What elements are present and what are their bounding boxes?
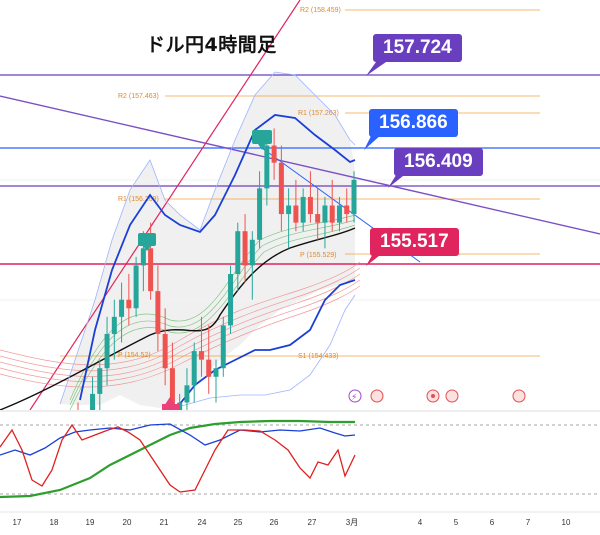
candle-body [235, 231, 241, 275]
candle-body [322, 205, 328, 223]
event-icons: ⚡ [348, 389, 526, 403]
candle-body [336, 205, 342, 223]
x-tick-label: 7 [526, 518, 531, 527]
x-tick-label: 20 [123, 518, 132, 527]
x-tick-label: 18 [50, 518, 59, 527]
x-tick-label: 17 [13, 518, 22, 527]
x-tick-label: 26 [270, 518, 279, 527]
x-tick-label: 19 [86, 518, 95, 527]
candle-body [278, 162, 284, 215]
pivot-r1-label: R1 (156.269) [118, 196, 159, 203]
candle-body [300, 196, 306, 223]
candle-body [126, 299, 132, 309]
x-tick-label: 21 [160, 518, 169, 527]
pivot-r2-label: R2 (157.463) [118, 93, 159, 100]
candle-body [293, 205, 299, 223]
x-tick-label: 6 [490, 518, 495, 527]
chart-title: ドル円4時間足 [146, 34, 277, 56]
price-tag-156866: 156.866 [369, 109, 458, 137]
price-tag-156409: 156.409 [394, 148, 483, 176]
candle-body [228, 274, 234, 326]
candle-body [111, 316, 117, 334]
bollinger-upper-inner [79, 114, 356, 401]
candlestick-series [77, 128, 357, 446]
candle-body [344, 205, 350, 215]
ascending-trendline [29, 0, 301, 410]
candle-body [148, 248, 154, 292]
x-tick-label: 4 [418, 518, 423, 527]
candle-body [264, 145, 270, 189]
candle-body [351, 179, 357, 215]
svg-text:⚡: ⚡ [351, 393, 357, 403]
x-tick-label: 27 [308, 518, 317, 527]
price-tag-155517: 155.517 [370, 228, 459, 256]
candle-body [83, 420, 88, 446]
high-marker [138, 233, 156, 251]
candle-body [271, 145, 277, 163]
candle-body [257, 188, 263, 240]
x-tick-label: 10 [562, 518, 571, 527]
candle-body [119, 299, 125, 317]
candle-body [329, 205, 335, 223]
x-tick-label: 25 [234, 518, 243, 527]
candle-body [315, 214, 321, 223]
bollinger-upper-outer [59, 71, 356, 405]
oscillator-pane [0, 419, 600, 499]
candle-body [140, 248, 146, 266]
candle-body [155, 291, 161, 334]
x-axis: 17 18 19 20 21 24 25 26 27 3月 4 5 6 7 10 [13, 518, 571, 527]
oscillator-green-line [0, 419, 355, 499]
candle-body [242, 231, 248, 266]
candle-body [90, 393, 96, 410]
price-tag-157724: 157.724 [373, 34, 462, 62]
x-tick-label: 24 [198, 518, 207, 527]
candle-body [307, 196, 313, 215]
pivot-r2-high-label: R2 (158.459) [300, 7, 341, 14]
candle-body [162, 333, 168, 369]
candle-body [286, 205, 292, 215]
candle-body [220, 325, 226, 369]
candle-body [133, 265, 139, 309]
low-marker [162, 397, 180, 410]
candle-body [191, 351, 197, 386]
candle-body [206, 359, 212, 377]
pivot-p-label: P (155.529) [300, 252, 336, 259]
candle-body [249, 239, 255, 266]
peak-marker [252, 130, 272, 150]
candle-body [104, 333, 110, 369]
candle-body [169, 368, 175, 410]
candle-body [213, 368, 219, 377]
descending-trendline [0, 95, 600, 235]
x-tick-label: 5 [454, 518, 459, 527]
oscillator-blue-line [0, 423, 356, 456]
moving-average-black [0, 227, 356, 410]
x-tick-label: 3月 [346, 518, 358, 527]
pivot-r1-right-label: R1 (157.263) [298, 110, 339, 117]
oscillator-red-line [0, 423, 356, 493]
pivot-s1-label: S1 (154.433) [298, 353, 338, 360]
candle-body [198, 351, 204, 360]
candle-body [184, 385, 190, 403]
bollinger-lower-outer [164, 294, 356, 410]
pivot-p-left-label: P (154.52) [118, 352, 151, 359]
candle-body [97, 368, 103, 394]
